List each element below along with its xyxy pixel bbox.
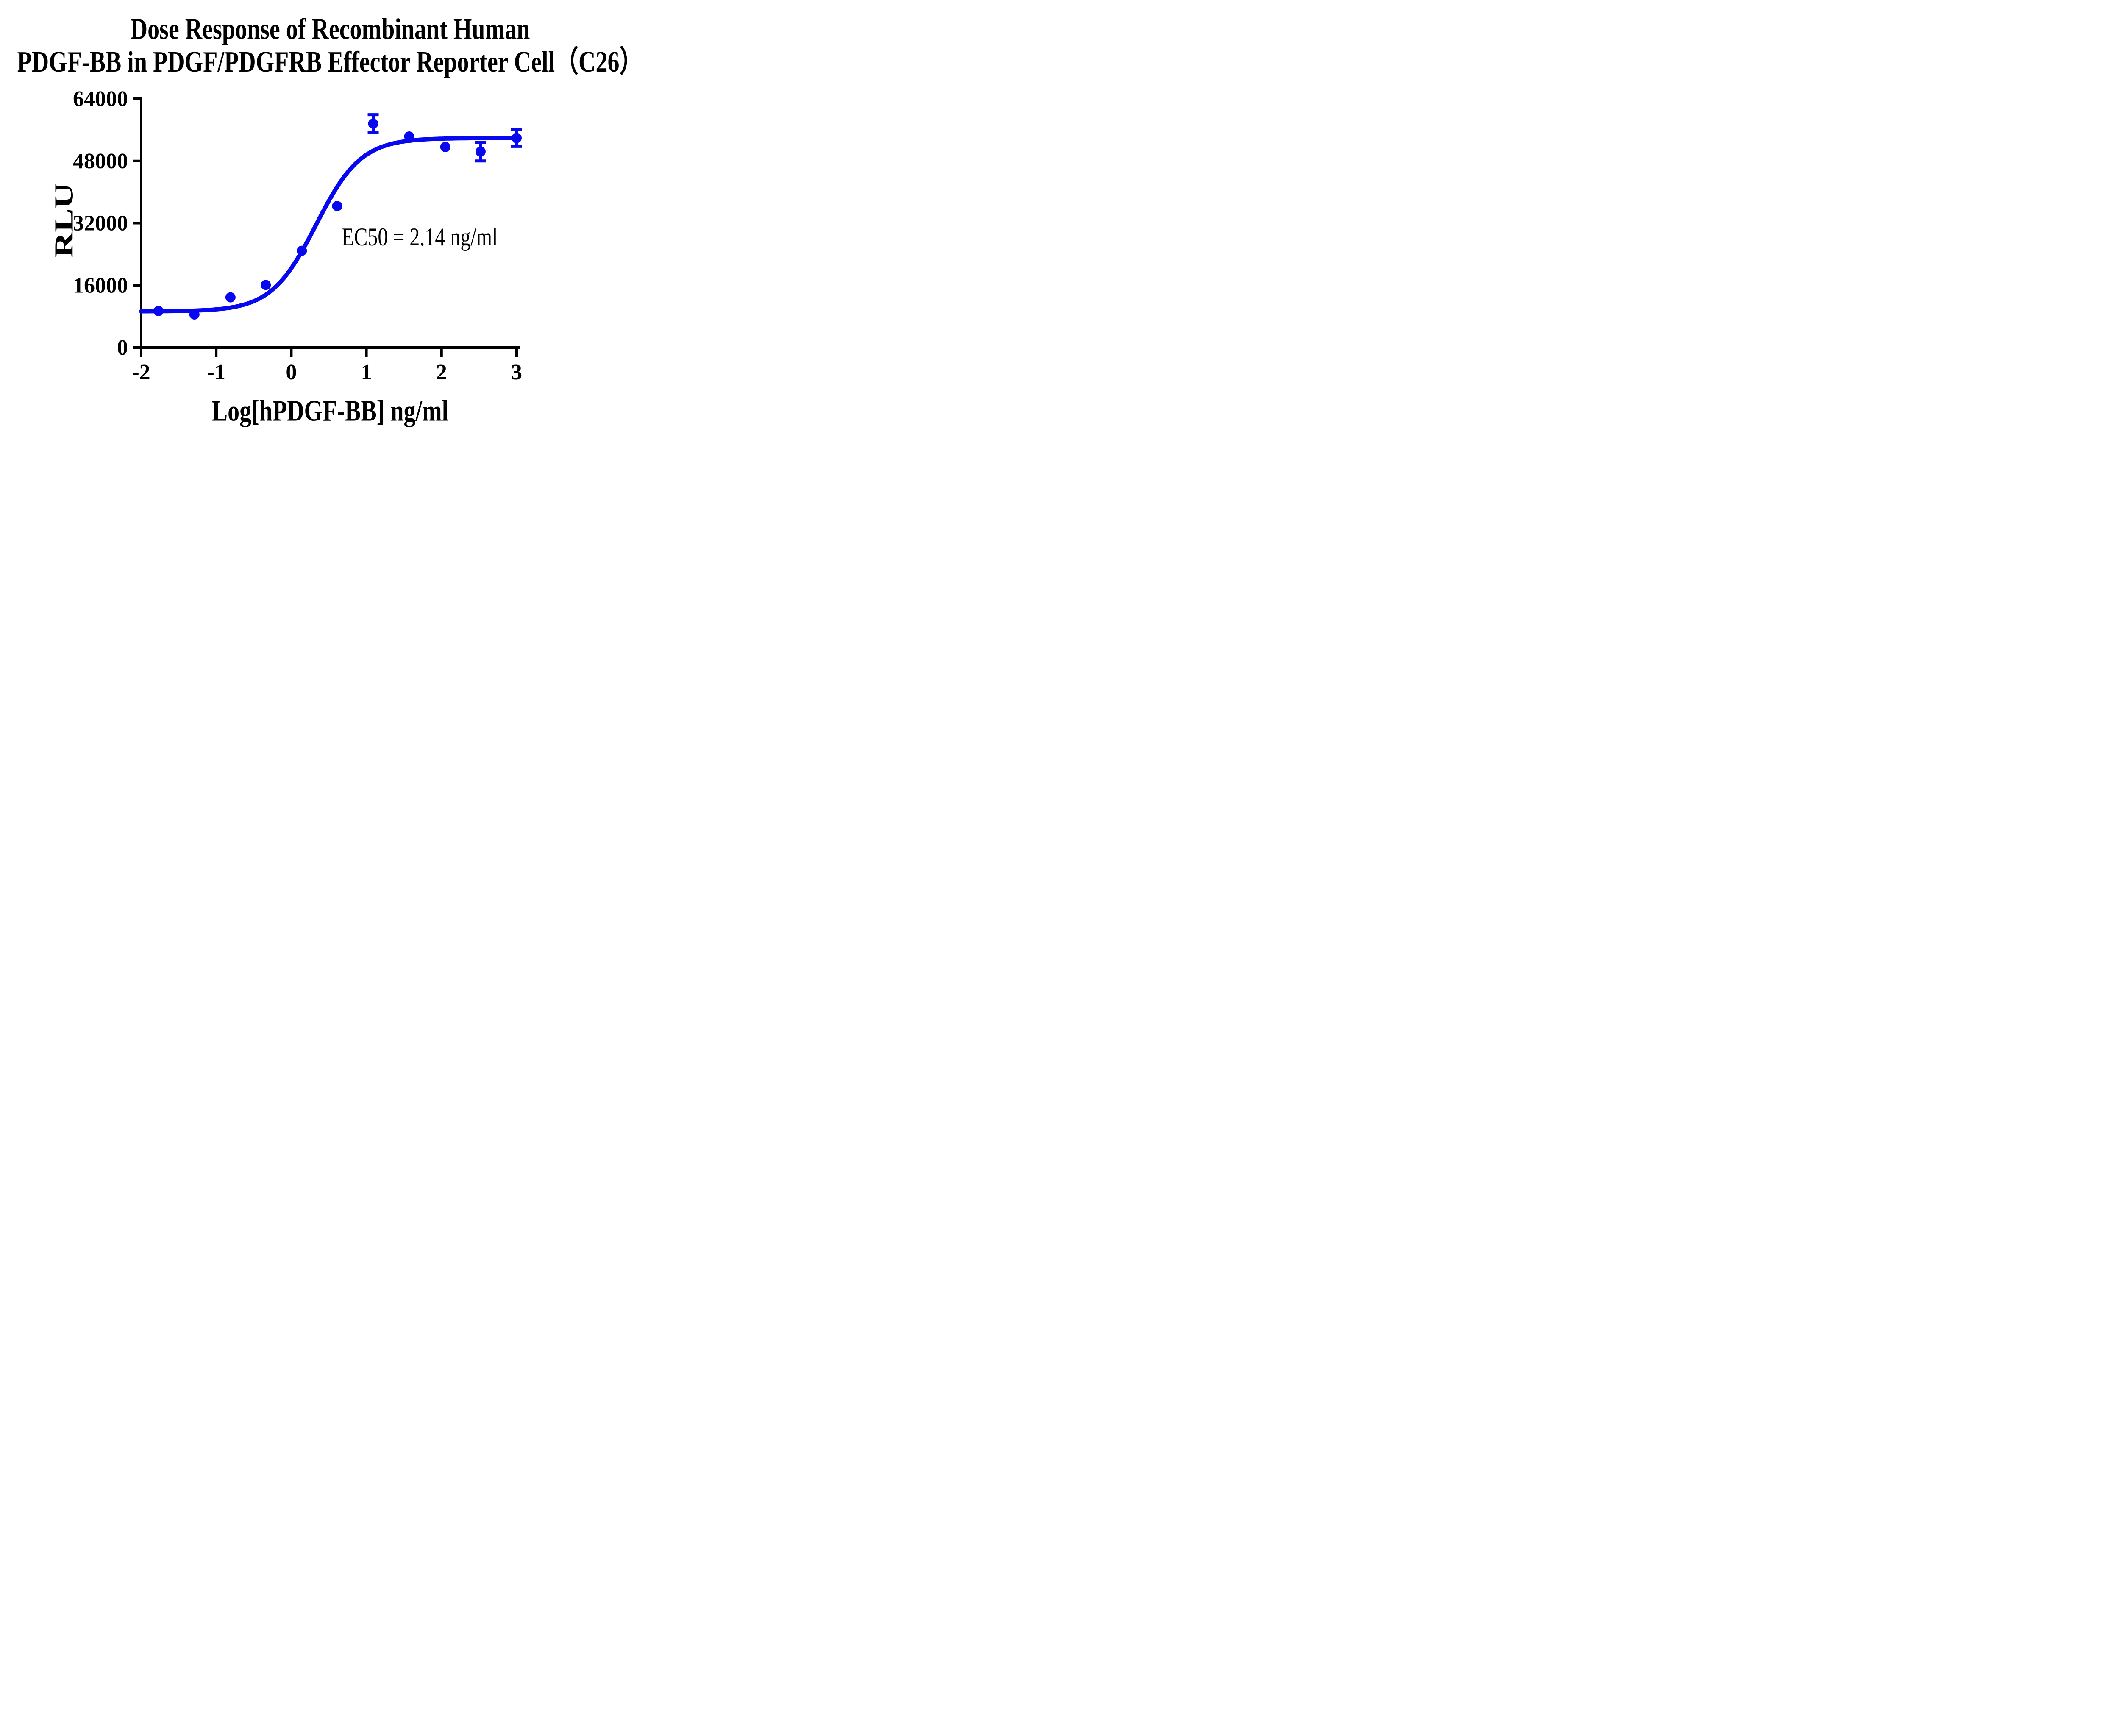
y-tick-group: 0 16000 32000 48000 64000 (73, 87, 140, 360)
x-tick-label: 1 (361, 360, 372, 384)
x-tick-label: 2 (436, 360, 447, 384)
data-point (297, 245, 307, 256)
x-tick-group: -2 -1 0 1 2 3 (132, 349, 522, 384)
y-tick-label: 48000 (73, 149, 128, 173)
data-point (189, 309, 200, 320)
chart-page: Dose Response of Recombinant Human PDGF-… (0, 0, 660, 434)
data-point (153, 306, 164, 316)
x-tick-label: -2 (132, 360, 150, 384)
x-tick-label: 3 (511, 360, 522, 384)
chart-title: Dose Response of Recombinant Human PDGF-… (0, 13, 660, 78)
data-point (332, 201, 342, 211)
y-tick-label: 64000 (73, 87, 128, 111)
data-point (368, 118, 378, 129)
data-point (475, 146, 486, 157)
y-tick-label: 32000 (73, 211, 128, 236)
data-point (404, 131, 414, 142)
data-point (512, 133, 522, 143)
x-tick-label: -1 (207, 360, 225, 384)
chart-title-line2: PDGF-BB in PDGF/PDGFRB Effector Reporter… (17, 45, 643, 79)
x-axis-title: Log[hPDGF-BB] ng/ml (211, 395, 449, 428)
chart-title-line1: Dose Response of Recombinant Human (130, 13, 530, 46)
plot-area: 0 16000 32000 48000 64000 -2 -1 0 1 2 3 (73, 87, 522, 384)
data-point (440, 142, 450, 152)
fit-curve (139, 136, 519, 314)
fit-curve-group (139, 136, 519, 314)
x-tick-label: 0 (286, 360, 297, 384)
data-point (261, 280, 271, 290)
data-point (225, 292, 236, 303)
ec50-annotation: EC50 = 2.14 ng/ml (342, 223, 498, 251)
data-point-group (153, 118, 522, 320)
y-tick-label: 0 (117, 336, 128, 360)
y-tick-label: 16000 (73, 273, 128, 298)
